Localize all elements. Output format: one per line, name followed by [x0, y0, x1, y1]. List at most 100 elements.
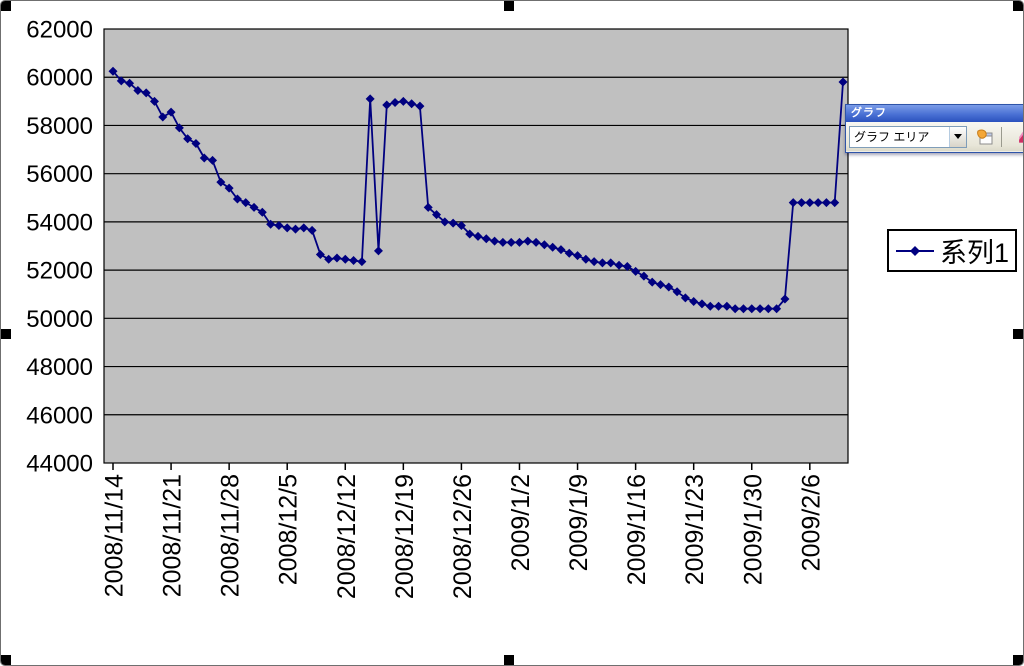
data-point-marker[interactable]	[639, 271, 649, 281]
data-point-marker[interactable]	[805, 198, 815, 208]
data-point-marker[interactable]	[266, 219, 276, 229]
data-point-marker[interactable]	[838, 77, 848, 87]
data-point-marker[interactable]	[523, 236, 533, 246]
data-point-marker[interactable]	[606, 258, 616, 268]
data-point-marker[interactable]	[174, 123, 184, 133]
data-point-marker[interactable]	[440, 217, 450, 227]
graph-toolbar-titlebar[interactable]: グラフ	[846, 105, 1023, 122]
data-point-marker[interactable]	[208, 155, 218, 165]
data-point-marker[interactable]	[581, 254, 591, 264]
data-point-marker[interactable]	[631, 266, 641, 276]
data-point-marker[interactable]	[125, 78, 135, 88]
data-point-marker[interactable]	[556, 245, 566, 255]
data-point-marker[interactable]	[324, 254, 334, 264]
data-point-marker[interactable]	[714, 301, 724, 311]
data-point-marker[interactable]	[249, 202, 259, 212]
data-point-marker[interactable]	[788, 198, 798, 208]
data-point-marker[interactable]	[573, 251, 583, 261]
data-point-marker[interactable]	[481, 234, 491, 244]
data-point-marker[interactable]	[680, 293, 690, 303]
data-point-marker[interactable]	[705, 301, 715, 311]
data-point-marker[interactable]	[473, 231, 483, 241]
data-point-marker[interactable]	[199, 153, 209, 163]
data-point-marker[interactable]	[672, 287, 682, 297]
data-point-marker[interactable]	[614, 260, 624, 270]
data-point-marker[interactable]	[647, 277, 657, 287]
data-point-marker[interactable]	[738, 304, 748, 314]
data-point-marker[interactable]	[373, 246, 383, 256]
data-point-marker[interactable]	[407, 99, 417, 109]
data-point-marker[interactable]	[315, 249, 325, 259]
data-point-marker[interactable]	[108, 66, 118, 76]
resize-handle-bottom-center[interactable]	[504, 655, 514, 665]
data-point-marker[interactable]	[232, 194, 242, 204]
resize-handle-top-right[interactable]	[1013, 1, 1023, 11]
resize-handle-middle-right[interactable]	[1013, 329, 1023, 339]
data-point-marker[interactable]	[763, 304, 773, 314]
data-point-marker[interactable]	[722, 301, 732, 311]
data-point-marker[interactable]	[299, 223, 309, 233]
data-point-marker[interactable]	[133, 85, 143, 95]
data-point-marker[interactable]	[432, 210, 442, 220]
data-point-marker[interactable]	[274, 221, 284, 231]
data-point-marker[interactable]	[141, 88, 151, 98]
chart-object-selector[interactable]: グラフ エリア	[849, 125, 967, 148]
data-point-marker[interactable]	[689, 296, 699, 306]
data-point-marker[interactable]	[490, 236, 500, 246]
data-point-marker[interactable]	[257, 207, 267, 217]
data-point-marker[interactable]	[332, 253, 342, 263]
data-point-marker[interactable]	[664, 282, 674, 292]
data-point-marker[interactable]	[241, 198, 251, 208]
resize-handle-bottom-left[interactable]	[1, 655, 11, 665]
plot-area[interactable]	[103, 28, 849, 464]
data-point-marker[interactable]	[589, 257, 599, 267]
resize-handle-top-center[interactable]	[504, 1, 514, 11]
data-point-marker[interactable]	[415, 101, 425, 111]
resize-handle-middle-left[interactable]	[1, 329, 11, 339]
data-point-marker[interactable]	[622, 261, 632, 271]
data-point-marker[interactable]	[357, 257, 367, 267]
data-point-marker[interactable]	[224, 183, 234, 193]
data-point-marker[interactable]	[456, 221, 466, 231]
data-point-marker[interactable]	[166, 107, 176, 117]
data-point-marker[interactable]	[382, 100, 392, 110]
data-point-marker[interactable]	[349, 255, 359, 265]
data-point-marker[interactable]	[423, 202, 433, 212]
resize-handle-top-left[interactable]	[1, 1, 11, 11]
data-point-marker[interactable]	[291, 224, 300, 234]
data-point-marker[interactable]	[697, 299, 707, 309]
data-point-marker[interactable]	[149, 96, 159, 106]
data-point-marker[interactable]	[506, 237, 516, 247]
data-point-marker[interactable]	[116, 76, 126, 86]
data-point-marker[interactable]	[780, 294, 790, 304]
data-point-marker[interactable]	[398, 96, 408, 106]
data-point-marker[interactable]	[564, 248, 574, 258]
data-point-marker[interactable]	[390, 98, 400, 108]
data-point-marker[interactable]	[597, 258, 607, 268]
data-point-marker[interactable]	[340, 254, 350, 264]
data-point-marker[interactable]	[797, 198, 807, 208]
data-point-marker[interactable]	[448, 218, 458, 228]
data-point-marker[interactable]	[498, 237, 508, 247]
data-point-marker[interactable]	[307, 225, 317, 235]
chart-type-button[interactable]	[1012, 126, 1023, 148]
data-point-marker[interactable]	[548, 242, 558, 252]
dropdown-arrow-icon[interactable]	[948, 126, 966, 147]
data-point-marker[interactable]	[813, 198, 823, 208]
data-point-marker[interactable]	[656, 280, 665, 290]
data-point-marker[interactable]	[539, 240, 549, 250]
data-point-marker[interactable]	[531, 237, 541, 247]
data-point-marker[interactable]	[747, 304, 757, 314]
data-point-marker[interactable]	[830, 198, 840, 208]
data-point-marker[interactable]	[191, 139, 201, 149]
data-point-marker[interactable]	[465, 229, 475, 239]
data-point-marker[interactable]	[821, 198, 831, 208]
format-selection-button[interactable]	[973, 126, 998, 148]
data-point-marker[interactable]	[216, 177, 226, 187]
data-point-marker[interactable]	[514, 237, 524, 247]
data-point-marker[interactable]	[183, 134, 193, 144]
data-point-marker[interactable]	[755, 304, 765, 314]
data-point-marker[interactable]	[730, 304, 740, 314]
